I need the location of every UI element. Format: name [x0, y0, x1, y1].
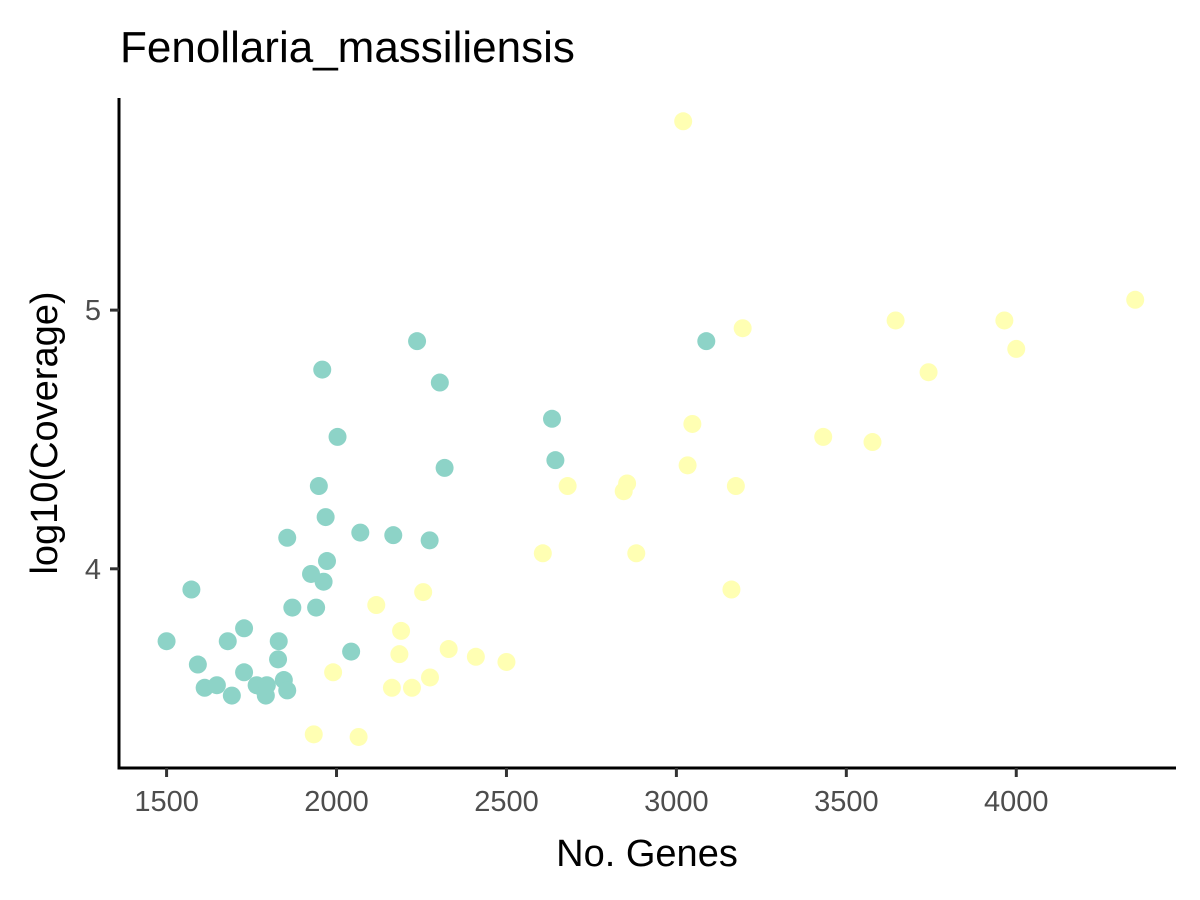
data-point-series-1 — [157, 632, 176, 651]
data-point-series-2 — [382, 678, 401, 697]
x-tick-label: 2500 — [474, 786, 539, 818]
data-point-series-1 — [188, 655, 207, 674]
y-axis-title: log10(Coverage) — [24, 291, 66, 574]
y-tick-label: 5 — [85, 295, 101, 327]
data-point-series-1 — [420, 531, 439, 550]
data-point-series-1 — [351, 523, 370, 542]
data-point-series-1 — [546, 451, 565, 470]
data-point-series-1 — [542, 409, 561, 428]
data-point-series-1 — [235, 663, 254, 682]
data-point-series-1 — [435, 458, 454, 477]
data-point-series-2 — [1007, 339, 1026, 358]
data-point-series-2 — [995, 311, 1014, 330]
data-point-series-1 — [283, 598, 302, 617]
data-point-series-2 — [466, 647, 485, 666]
x-tick-label: 3000 — [644, 786, 709, 818]
data-point-series-2 — [497, 652, 516, 671]
data-point-series-1 — [269, 632, 288, 651]
x-axis: 1500 2000 2500 3000 3500 4000 — [134, 768, 1049, 818]
y-tick-label: 4 — [85, 554, 101, 586]
data-point-series-1 — [313, 360, 332, 379]
data-point-series-1 — [342, 642, 361, 661]
data-point-series-2 — [420, 668, 439, 687]
data-point-series-1 — [257, 676, 276, 695]
data-point-series-2 — [863, 433, 882, 452]
plot-area — [157, 112, 1145, 746]
data-point-series-1 — [314, 572, 333, 591]
data-point-series-2 — [392, 621, 411, 640]
data-point-series-2 — [439, 640, 458, 659]
data-point-series-2 — [814, 427, 833, 446]
data-point-series-2 — [919, 363, 938, 382]
data-point-series-1 — [207, 676, 226, 695]
data-point-series-2 — [886, 311, 905, 330]
data-point-series-2 — [414, 583, 433, 602]
data-point-series-2 — [678, 456, 697, 475]
data-point-series-1 — [318, 552, 337, 571]
data-point-series-2 — [733, 319, 752, 338]
chart-title: Fenollaria_massiliensis — [120, 23, 575, 72]
data-point-series-2 — [618, 474, 637, 493]
data-point-series-2 — [726, 477, 745, 496]
data-point-series-2 — [558, 477, 577, 496]
data-point-series-2 — [683, 414, 702, 433]
data-point-series-2 — [533, 544, 552, 563]
x-tick-label: 1500 — [134, 786, 199, 818]
data-point-series-1 — [218, 632, 237, 651]
x-tick-label: 2000 — [304, 786, 369, 818]
data-point-series-1 — [408, 332, 427, 351]
data-point-series-2 — [402, 678, 421, 697]
data-point-series-1 — [278, 681, 297, 700]
data-point-series-2 — [349, 727, 368, 746]
data-point-series-1 — [328, 427, 347, 446]
data-point-series-1 — [384, 526, 403, 545]
data-point-series-1 — [307, 598, 326, 617]
x-axis-title: No. Genes — [556, 833, 738, 875]
data-point-series-2 — [304, 725, 323, 744]
data-point-series-2 — [674, 112, 693, 131]
data-point-series-1 — [430, 373, 449, 392]
data-point-series-2 — [324, 663, 343, 682]
x-tick-label: 4000 — [984, 786, 1049, 818]
data-point-series-2 — [627, 544, 646, 563]
data-point-series-1 — [309, 477, 328, 496]
data-point-series-2 — [722, 580, 741, 599]
data-point-series-2 — [367, 596, 386, 615]
data-point-series-2 — [390, 645, 409, 664]
y-axis: 45 — [85, 295, 119, 586]
x-tick-label: 3500 — [814, 786, 879, 818]
data-point-series-1 — [278, 528, 297, 547]
data-point-series-1 — [235, 619, 254, 638]
data-point-series-1 — [269, 650, 288, 669]
data-point-series-2 — [1126, 290, 1145, 309]
data-point-series-1 — [182, 580, 201, 599]
data-point-series-1 — [316, 508, 335, 527]
data-point-series-1 — [697, 332, 716, 351]
data-point-series-1 — [222, 686, 241, 705]
